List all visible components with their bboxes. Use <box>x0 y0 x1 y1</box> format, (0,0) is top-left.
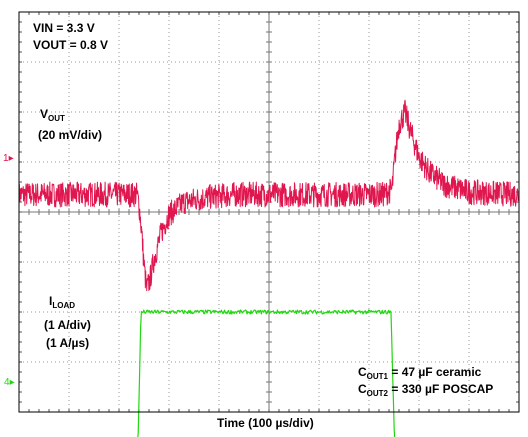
cout1-rest: = 47 µF ceramic <box>388 365 482 379</box>
cout1-sub: OUT1 <box>366 372 389 381</box>
trace-vout <box>18 99 520 292</box>
cout2-sub: OUT2 <box>366 389 389 398</box>
graticule <box>18 11 520 413</box>
ch4-slew-label: (1 A/µs) <box>46 336 90 350</box>
ch1-ground-marker: 1▸ <box>3 153 14 164</box>
ch4-trace-label: ILOAD <box>49 294 75 310</box>
cout2-label: COUT2 = 330 µF POSCAP <box>358 382 493 398</box>
ch4-label-sub: LOAD <box>52 301 76 310</box>
cout2-rest: = 330 µF POSCAP <box>388 382 494 396</box>
ch1-scale-label: (20 mV/div) <box>38 128 103 142</box>
ch1-label-main: V <box>40 107 49 121</box>
ch4-scale-label: (1 A/div) <box>44 318 91 332</box>
vin-label: VIN = 3.3 V <box>33 21 95 35</box>
ch1-label-sub: OUT <box>48 114 65 123</box>
ch4-ground-marker: 4▸ <box>4 377 15 388</box>
cout2-main: C <box>358 382 367 396</box>
trace-iload <box>137 309 396 437</box>
x-axis-label: Time (100 µs/div) <box>217 416 314 430</box>
ch1-trace-label: VOUT <box>40 107 65 123</box>
ch4-label-main: I <box>49 294 53 308</box>
cout1-main: C <box>358 365 367 379</box>
ch1-marker-number: 1 <box>3 153 9 164</box>
traces <box>18 99 520 437</box>
ch4-marker-number: 4 <box>4 377 10 388</box>
vout-setting-label: VOUT = 0.8 V <box>33 38 109 52</box>
plot-border <box>18 11 520 413</box>
cout1-label: COUT1 = 47 µF ceramic <box>358 365 481 381</box>
